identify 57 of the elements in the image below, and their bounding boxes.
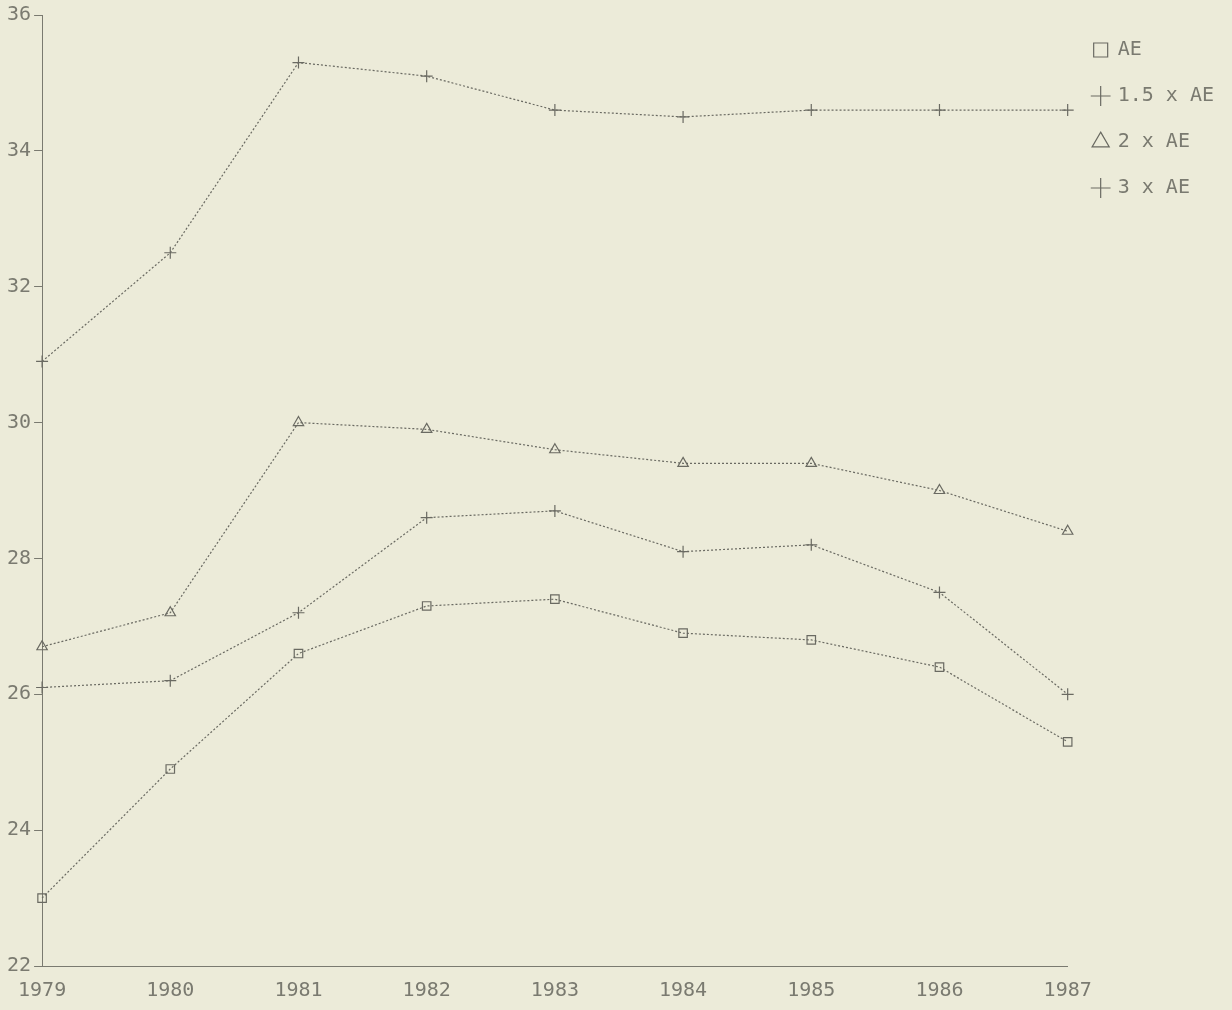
point <box>804 103 818 117</box>
legend-label: 3 x AE <box>1117 174 1190 199</box>
point <box>291 606 306 620</box>
y-tick-label: 26 <box>6 680 32 705</box>
x-tick-label: 1986 <box>915 977 964 1002</box>
point <box>932 585 947 599</box>
point <box>548 103 562 117</box>
x-tick-label: 1979 <box>18 977 67 1002</box>
y-tick-label: 28 <box>6 544 32 569</box>
x-tick-label: 1980 <box>146 977 195 1002</box>
point <box>420 422 433 433</box>
point <box>806 635 817 645</box>
point <box>932 103 947 117</box>
point <box>676 110 690 124</box>
point <box>293 648 304 659</box>
point <box>804 538 818 552</box>
y-tick-label: 22 <box>6 952 32 977</box>
x-tick-label: 1981 <box>274 977 323 1002</box>
point <box>163 674 177 688</box>
point <box>678 628 688 638</box>
point <box>291 55 306 70</box>
point <box>805 456 818 467</box>
legend-label: 1.5 x AE <box>1117 82 1214 107</box>
legend-label: AE <box>1117 36 1142 61</box>
y-tick-label: 30 <box>6 408 32 433</box>
point <box>1061 687 1075 701</box>
y-tick-label: 32 <box>6 272 32 297</box>
point <box>420 69 434 83</box>
y-tick-label: 34 <box>6 137 32 162</box>
point <box>165 764 176 774</box>
point <box>36 640 48 651</box>
x-tick-label: 1985 <box>787 977 836 1002</box>
y-tick-label: 24 <box>6 816 32 841</box>
point <box>550 594 560 605</box>
point <box>1061 103 1075 117</box>
point <box>934 662 945 672</box>
x-tick-label: 1984 <box>658 977 708 1002</box>
y-tick-label: 36 <box>6 1 32 26</box>
point <box>933 483 946 495</box>
legend-label: 2 x AE <box>1117 128 1190 153</box>
x-tick-label: 1987 <box>1043 977 1092 1002</box>
point <box>35 354 49 369</box>
x-tick-label: 1982 <box>402 977 451 1002</box>
point <box>1062 736 1073 747</box>
point <box>1061 524 1074 535</box>
point <box>164 606 177 617</box>
point <box>35 680 49 695</box>
point <box>292 415 305 427</box>
point <box>163 246 177 260</box>
point <box>420 511 434 525</box>
point <box>676 545 690 559</box>
point <box>37 893 47 903</box>
x-tick-label: 1983 <box>530 977 579 1002</box>
point <box>677 456 689 467</box>
point <box>421 601 432 611</box>
point <box>548 504 562 518</box>
point <box>549 443 561 454</box>
